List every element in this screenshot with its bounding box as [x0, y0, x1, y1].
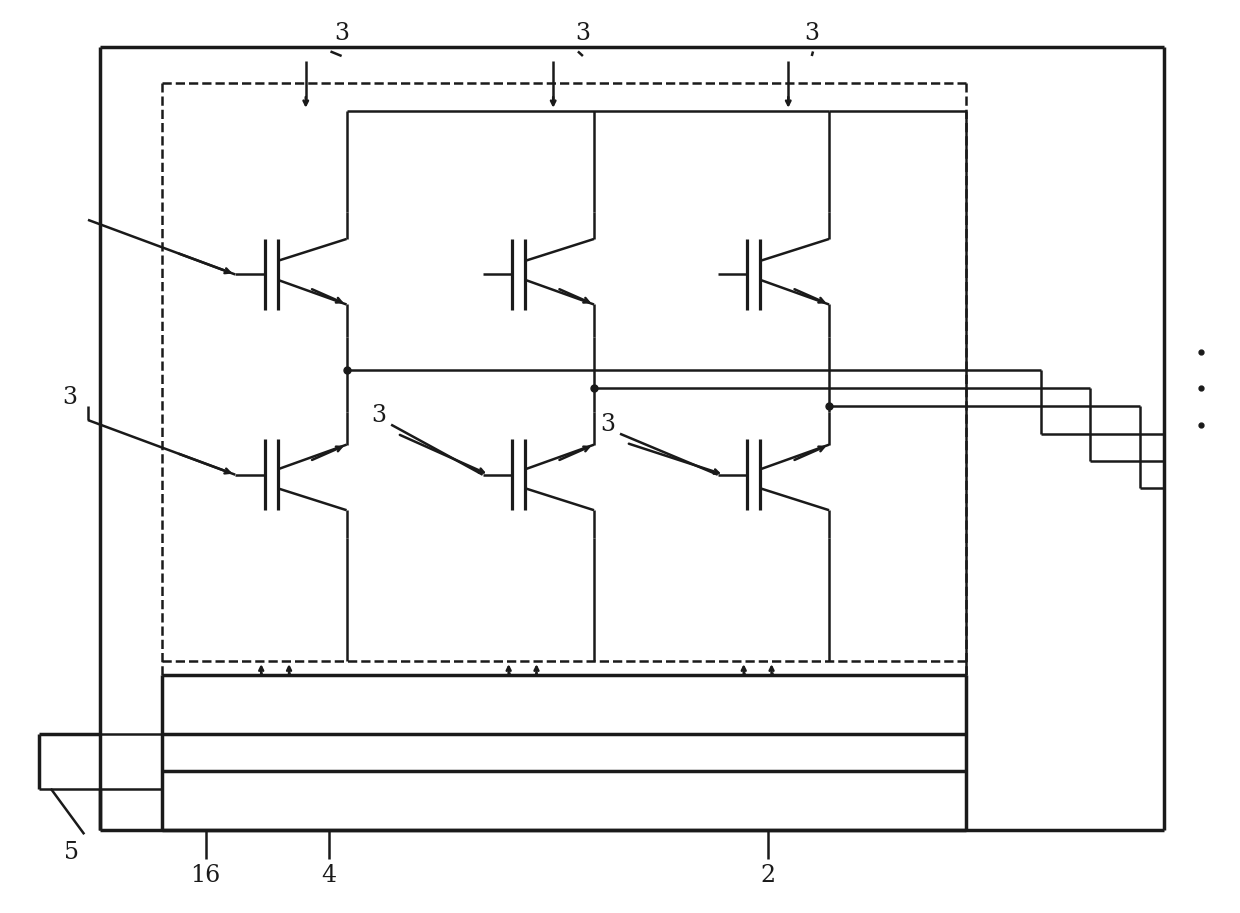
Text: 2: 2 — [761, 864, 776, 887]
Text: 4: 4 — [321, 864, 337, 887]
Text: 16: 16 — [191, 864, 221, 887]
Text: 5: 5 — [64, 841, 79, 864]
Text: 3: 3 — [575, 22, 590, 45]
Text: 3: 3 — [805, 22, 820, 45]
Text: 3: 3 — [334, 22, 350, 45]
Text: 3: 3 — [371, 404, 386, 427]
Text: 3: 3 — [62, 386, 77, 409]
Text: 3: 3 — [600, 414, 615, 436]
